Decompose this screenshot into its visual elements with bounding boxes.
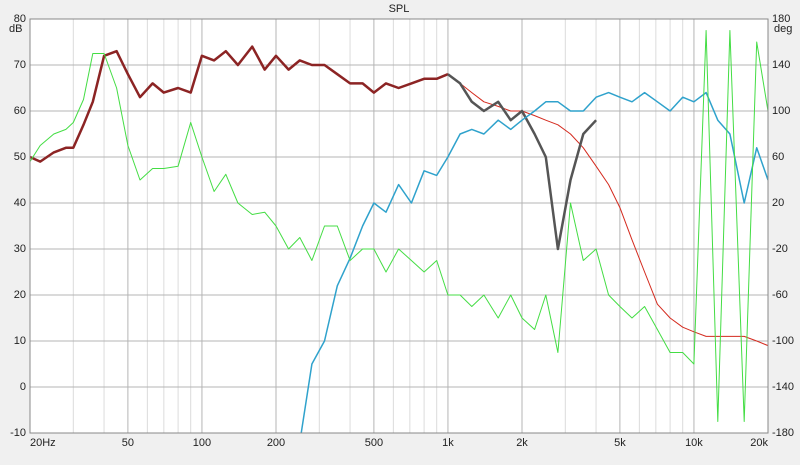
y-axis-label: dB xyxy=(9,23,22,35)
x-tick-label: 5k xyxy=(614,437,626,449)
y2-tick-label: 140 xyxy=(772,59,790,71)
x-tick-label: 1k xyxy=(442,437,454,449)
y2-tick-label: 180 xyxy=(772,13,790,25)
y2-tick-label: -100 xyxy=(772,335,794,347)
y2-tick-label: 100 xyxy=(772,105,790,117)
series-line xyxy=(30,45,449,163)
y2-tick-label: -60 xyxy=(772,289,788,301)
y-tick-label: 70 xyxy=(14,59,26,71)
y2-tick-label: -180 xyxy=(772,427,794,439)
y-tick-label: 30 xyxy=(14,243,26,255)
series-line xyxy=(30,30,768,422)
x-tick-label: 100 xyxy=(193,437,211,449)
y-tick-label: 20 xyxy=(14,289,26,301)
y2-tick-label: -20 xyxy=(772,243,788,255)
series-line xyxy=(447,73,598,251)
x-tick-label: 500 xyxy=(365,437,383,449)
y-tick-label: 10 xyxy=(14,335,26,347)
y2-axis-label: deg xyxy=(774,23,792,35)
plot-area xyxy=(30,19,768,433)
plot-frame xyxy=(29,18,769,434)
x-tick-label: 20Hz xyxy=(30,437,56,449)
series-line xyxy=(300,91,768,433)
y-tick-label: 60 xyxy=(14,105,26,117)
x-tick-label: 2k xyxy=(516,437,528,449)
y-tick-label: 40 xyxy=(14,197,26,209)
y-tick-label: 80 xyxy=(14,13,26,25)
y2-tick-label: 20 xyxy=(772,197,784,209)
x-tick-label: 20k xyxy=(750,437,768,449)
x-tick-label: 50 xyxy=(122,437,134,449)
x-tick-label: 200 xyxy=(267,437,285,449)
y2-tick-label: -140 xyxy=(772,381,794,393)
y-tick-label: 0 xyxy=(20,381,26,393)
y2-tick-label: 60 xyxy=(772,151,784,163)
x-tick-label: 10k xyxy=(685,437,703,449)
y-tick-label: 50 xyxy=(14,151,26,163)
chart-title: SPL xyxy=(389,3,410,15)
y-tick-label: -10 xyxy=(10,427,26,439)
